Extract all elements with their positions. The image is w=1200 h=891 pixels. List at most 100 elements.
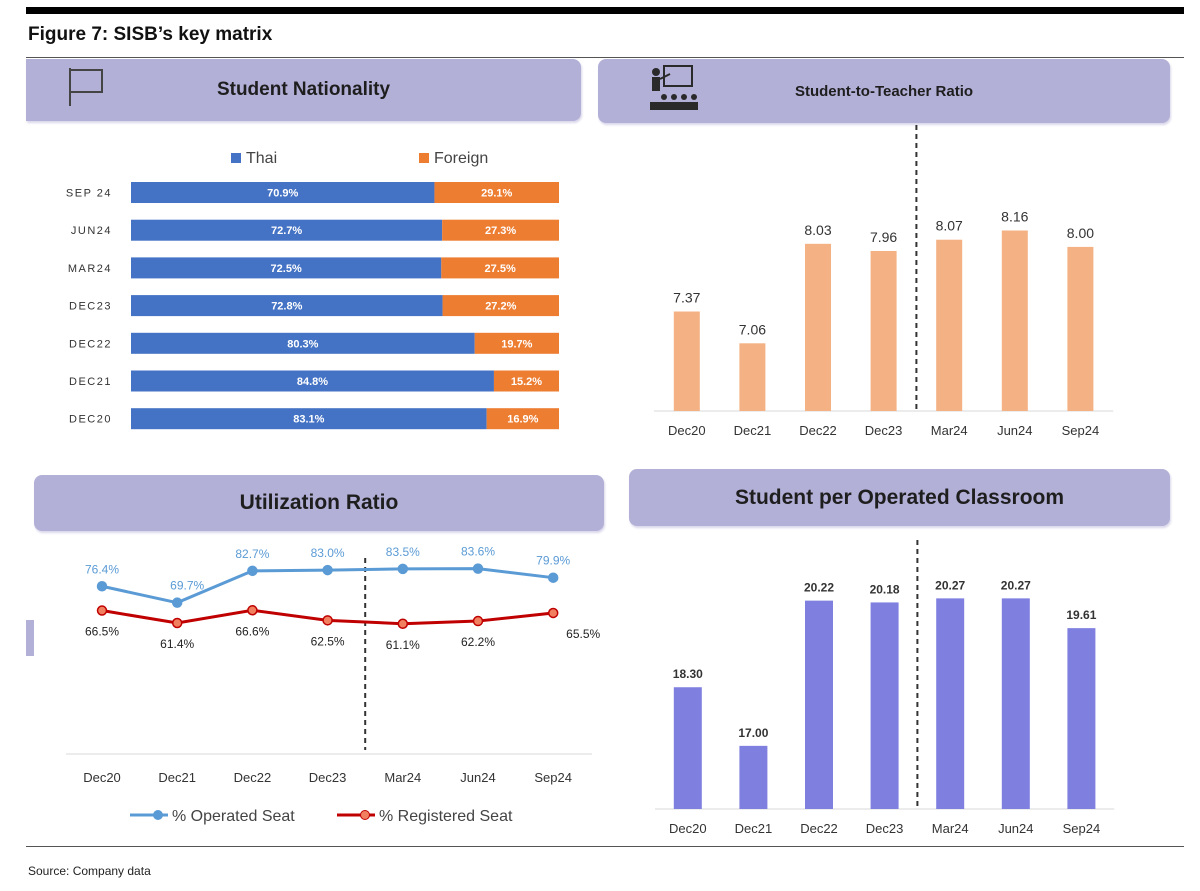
ratio-chart: 7.37 Dec20 7.06 Dec21 8.03 Dec22 7.96 Dec23 8.07…: [654, 125, 1114, 438]
teacher-class-icon: [650, 65, 698, 110]
top-rule: [26, 7, 1184, 14]
legend-label-operated: % Operated Seat: [172, 808, 295, 825]
registered-point: [322, 615, 333, 626]
nationality-chart: Thai Foreign SEP 24 70.9% 29.1% JUN24 72.7% 27.…: [66, 150, 559, 430]
thai-bar: [131, 219, 443, 241]
category-label: SEP 24: [66, 188, 112, 200]
thai-bar: [131, 182, 435, 203]
operated-data-label: 83.0%: [311, 546, 345, 560]
data-bar: [673, 687, 702, 809]
data-label: 8.00: [1067, 225, 1094, 241]
thai-data-label: 72.8%: [271, 301, 302, 313]
utilization-header-title: Utilization Ratio: [239, 491, 399, 514]
classroom-chart: 18.30 Dec20 17.00 Dec21 20.22 Dec22 20.18 Dec23…: [655, 540, 1115, 836]
foreign-data-label: 27.5%: [485, 263, 516, 275]
x-tick-label: Dec23: [866, 821, 904, 836]
x-tick-label: Sep24: [534, 770, 572, 785]
classroom-panel-header: Student per Operated Classroom: [629, 469, 1170, 526]
category-label: MAR24: [68, 263, 112, 275]
data-bar: [1001, 230, 1028, 411]
x-tick-label: Jun24: [460, 770, 495, 785]
thai-bar: [131, 408, 487, 430]
x-tick-label: Sep24: [1062, 423, 1100, 438]
data-label: 17.00: [738, 726, 768, 740]
foreign-bar: [442, 219, 559, 241]
x-tick-label: Dec23: [865, 423, 903, 438]
legend-label-registered: % Registered Seat: [379, 808, 513, 825]
foreign-bar: [434, 182, 559, 203]
data-label: 20.27: [1001, 578, 1031, 592]
registered-data-label: 62.5%: [311, 634, 345, 648]
operated-point: [322, 564, 333, 576]
foreign-data-label: 27.3%: [485, 225, 516, 237]
foreign-bar: [486, 408, 559, 430]
legend-marker-registered: [360, 810, 370, 820]
data-label: 7.37: [673, 290, 700, 306]
registered-data-label: 65.5%: [566, 627, 600, 641]
operated-point: [96, 581, 108, 592]
registered-point: [171, 617, 183, 629]
x-tick-label: Dec22: [799, 423, 837, 438]
data-bar: [936, 239, 963, 411]
operated-point: [547, 572, 559, 583]
foreign-bar: [493, 370, 559, 392]
legend-label-foreign: Foreign: [434, 150, 488, 167]
operated-data-label: 79.9%: [536, 554, 570, 568]
legend-label-thai: Thai: [246, 150, 277, 167]
data-label: 8.16: [1001, 208, 1028, 224]
data-bar: [805, 600, 833, 809]
flag-icon: [69, 68, 103, 106]
data-bar: [805, 243, 831, 411]
x-tick-label: Dec20: [83, 770, 121, 785]
operated-point: [472, 563, 484, 574]
thai-bar: [131, 257, 442, 279]
data-bar: [1067, 628, 1096, 809]
registered-data-label: 66.6%: [235, 624, 269, 638]
figure-title: Figure 7: SISB’s key matrix: [28, 24, 273, 45]
footer-divider: [26, 846, 1184, 847]
operated-point: [171, 597, 183, 608]
source-note: Source: Company data: [28, 864, 151, 878]
data-label: 7.06: [739, 321, 766, 337]
foreign-bar: [442, 295, 559, 317]
thai-data-label: 80.3%: [287, 338, 318, 350]
category-label: DEC23: [69, 301, 112, 313]
foreign-data-label: 15.2%: [511, 376, 542, 388]
operated-data-label: 83.5%: [386, 545, 420, 559]
x-tick-label: Dec20: [668, 423, 706, 438]
registered-point: [397, 618, 409, 630]
data-label: 8.07: [936, 218, 963, 234]
thai-data-label: 83.1%: [293, 414, 324, 426]
registered-data-label: 61.4%: [160, 637, 194, 651]
registered-point: [472, 615, 484, 627]
ratio-header-title: Student-to-Teacher Ratio: [794, 82, 974, 100]
foreign-data-label: 16.9%: [507, 414, 538, 426]
thai-data-label: 70.9%: [267, 188, 298, 200]
data-label: 8.03: [804, 222, 831, 238]
data-bar: [870, 602, 899, 809]
x-tick-label: Dec21: [158, 770, 196, 785]
category-label: JUN24: [71, 225, 112, 237]
thai-bar: [131, 295, 443, 317]
foreign-data-label: 19.7%: [501, 338, 532, 350]
foreign-data-label: 29.1%: [481, 188, 512, 200]
x-tick-label: Mar24: [931, 423, 968, 438]
foreign-data-label: 27.2%: [485, 301, 516, 313]
data-bar: [739, 343, 766, 411]
data-label: 19.61: [1066, 608, 1096, 622]
legend-swatch-thai: [231, 153, 241, 163]
x-tick-label: Dec21: [735, 821, 773, 836]
utilization-chart: 76.4% 69.7% 82.7% 83.0% 83.5% 83.6% 79.9% 66.5%…: [66, 545, 601, 825]
nationality-header-title: Student Nationality: [216, 79, 391, 100]
x-tick-label: Dec20: [669, 821, 707, 836]
operated-point: [397, 563, 409, 575]
operated-data-label: 69.7%: [170, 579, 204, 593]
data-label: 20.22: [804, 581, 834, 595]
registered-data-label: 66.5%: [85, 625, 119, 639]
data-label: 18.30: [673, 667, 703, 681]
title-divider: [26, 57, 1184, 58]
thai-data-label: 72.7%: [271, 225, 302, 237]
thai-data-label: 72.5%: [271, 263, 302, 275]
x-tick-label: Mar24: [384, 770, 421, 785]
data-label: 7.96: [870, 229, 897, 245]
